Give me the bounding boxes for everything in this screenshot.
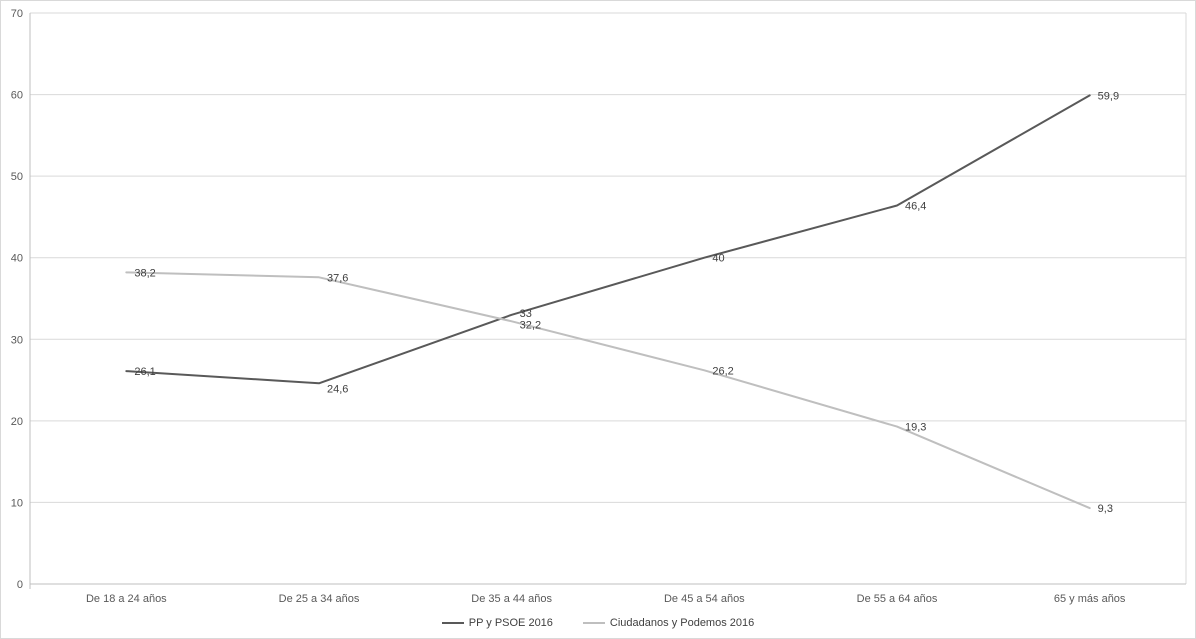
data-label: 26,2 xyxy=(712,365,733,377)
data-label: 24,6 xyxy=(327,383,348,395)
data-label: 46,4 xyxy=(905,201,926,213)
y-tick-label: 20 xyxy=(11,416,23,428)
legend-label: PP y PSOE 2016 xyxy=(468,617,553,629)
y-tick-label: 30 xyxy=(11,334,23,346)
data-label: 26,1 xyxy=(134,366,155,378)
legend-line-icon xyxy=(441,622,464,624)
series-line-1 xyxy=(125,271,1091,510)
y-tick-label: 60 xyxy=(11,90,23,102)
chart-legend: PP y PSOE 2016 Ciudadanos y Podemos 2016 xyxy=(1,613,1195,633)
data-label: 19,3 xyxy=(905,422,926,434)
y-tick-label: 40 xyxy=(11,253,23,265)
data-label: 40 xyxy=(712,253,724,265)
data-label: 37,6 xyxy=(327,272,348,284)
x-tick-label: De 35 a 44 años xyxy=(471,593,552,605)
series-line-0 xyxy=(125,94,1091,385)
x-tick-label: 65 y más años xyxy=(1054,593,1126,605)
y-tick-label: 50 xyxy=(11,171,23,183)
legend-item-ciudadanos-podemos: Ciudadanos y Podemos 2016 xyxy=(582,617,755,629)
y-tick-label: 70 xyxy=(11,8,23,20)
x-tick-label: De 45 a 54 años xyxy=(664,593,745,605)
y-tick-label: 0 xyxy=(17,579,23,591)
legend-item-pp-psoe: PP y PSOE 2016 xyxy=(441,617,553,629)
data-label: 59,9 xyxy=(1098,90,1119,102)
x-tick-label: De 25 a 34 años xyxy=(279,593,360,605)
data-label: 38,2 xyxy=(134,267,155,279)
data-label: 33 xyxy=(520,308,532,320)
data-label: 9,3 xyxy=(1098,503,1113,515)
legend-label: Ciudadanos y Podemos 2016 xyxy=(609,617,755,629)
legend-line-icon xyxy=(582,622,605,624)
y-tick-label: 10 xyxy=(11,497,23,509)
x-tick-label: De 18 a 24 años xyxy=(86,593,167,605)
data-label: 32,2 xyxy=(520,319,541,331)
x-tick-label: De 55 a 64 años xyxy=(857,593,938,605)
